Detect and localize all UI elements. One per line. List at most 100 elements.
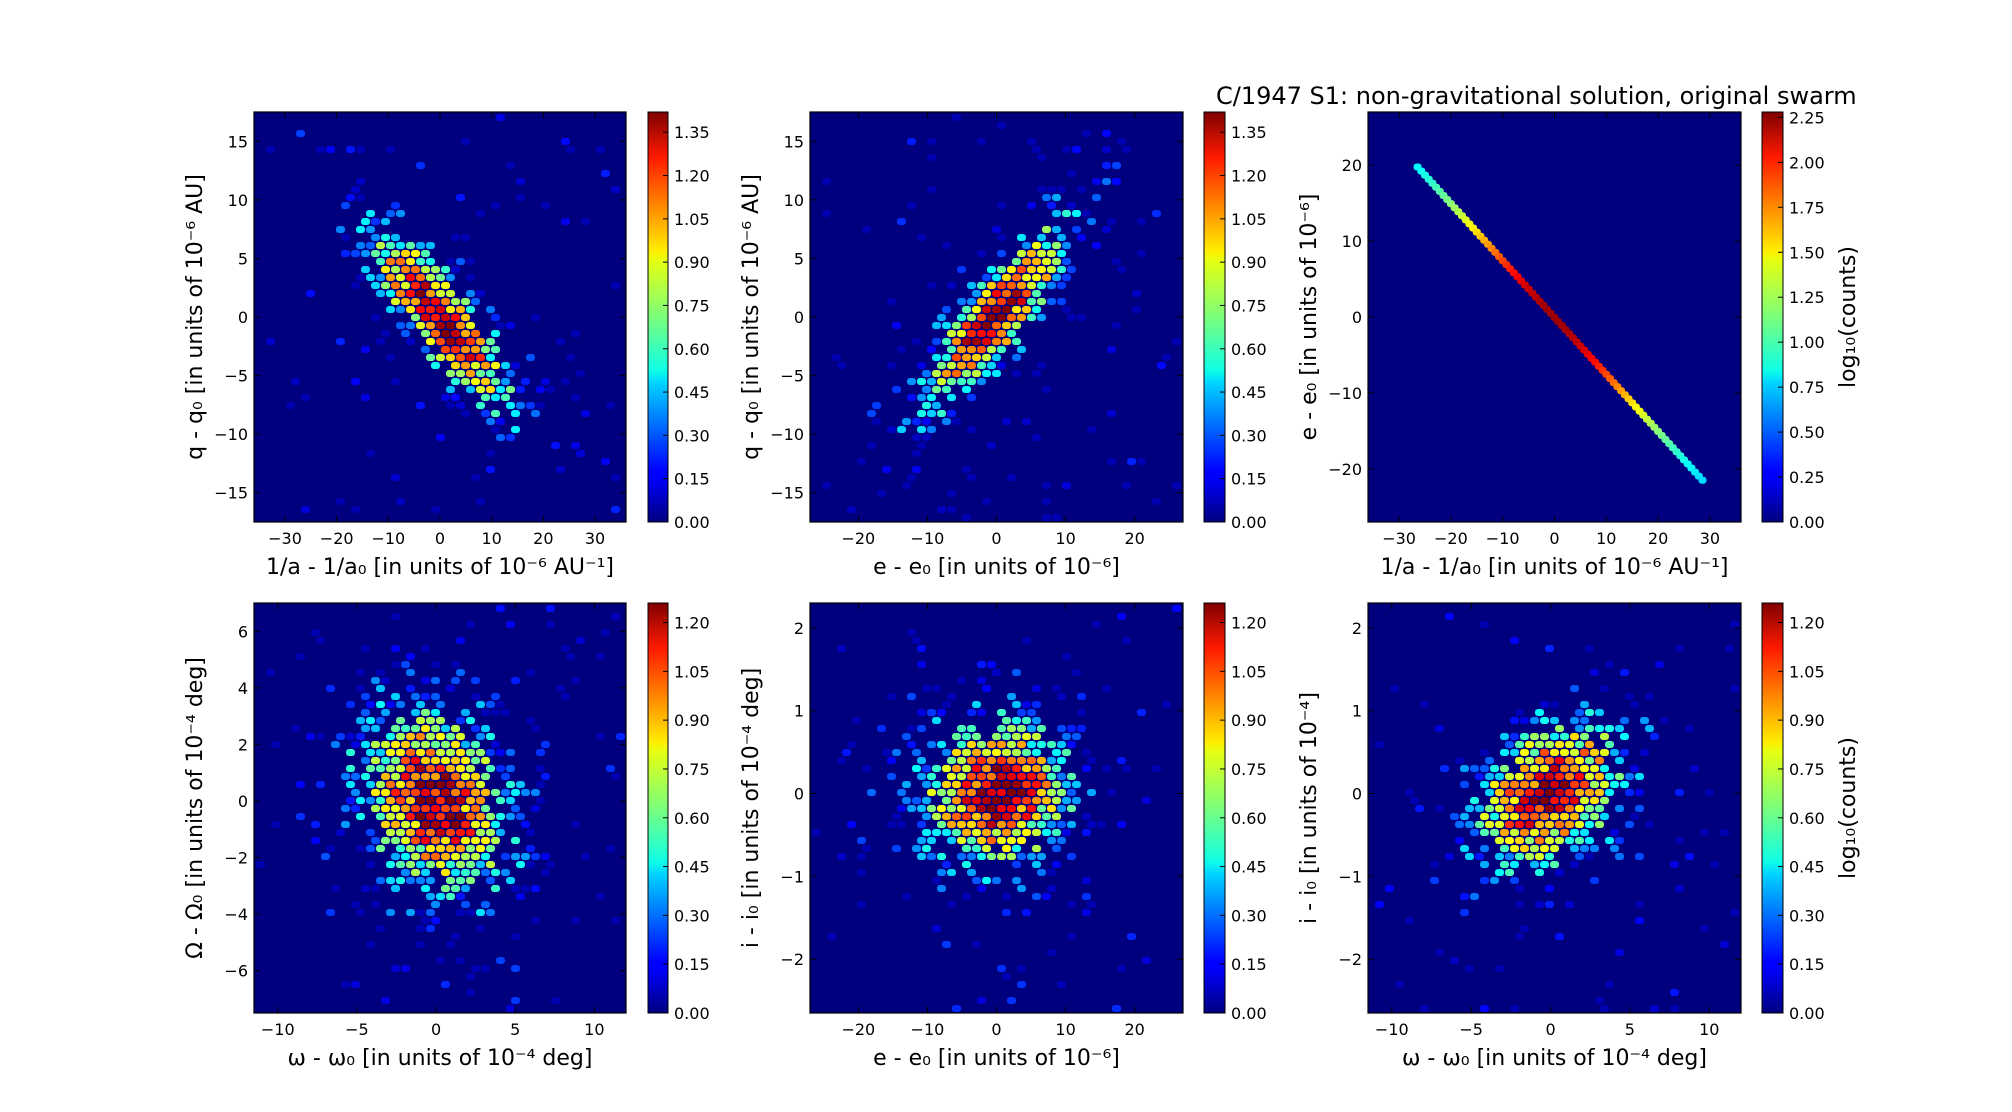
density-cell [1027, 266, 1036, 273]
density-cell [977, 677, 986, 684]
density-cell [847, 821, 856, 828]
density-cell [536, 797, 545, 804]
density-cell [396, 877, 405, 884]
density-cell [1705, 789, 1714, 796]
density-cell [566, 146, 575, 153]
density-cell [426, 797, 435, 804]
density-cell [486, 733, 495, 740]
density-cell [431, 901, 440, 908]
density-cell [516, 781, 525, 788]
density-cell [511, 837, 520, 844]
density-cell [361, 741, 370, 748]
density-cell [1540, 781, 1549, 788]
density-cell [987, 330, 996, 337]
density-cell [927, 773, 936, 780]
density-cell [346, 194, 355, 201]
density-cell [982, 829, 991, 836]
density-cell [481, 853, 490, 860]
density-cell [897, 426, 906, 433]
density-cell [536, 386, 545, 393]
density-cell [952, 829, 961, 836]
density-cell [927, 186, 936, 193]
density-cell [1037, 266, 1046, 273]
density-cell [391, 298, 400, 305]
density-cell [386, 829, 395, 836]
density-cell [256, 861, 265, 868]
density-cell [952, 1005, 961, 1012]
density-cell [361, 773, 370, 780]
density-cell [937, 506, 946, 513]
density-cell [356, 909, 365, 916]
density-cell [421, 693, 430, 700]
density-cell [531, 917, 540, 924]
density-cell [381, 997, 390, 1004]
density-cell [441, 725, 450, 732]
density-cell [922, 402, 931, 409]
density-cell [1022, 781, 1031, 788]
density-cell [1480, 877, 1489, 884]
density-cell [401, 282, 410, 289]
density-cell [962, 765, 971, 772]
density-cell [386, 797, 395, 804]
y-tick-label: 1 [794, 702, 804, 721]
density-cell [1595, 821, 1604, 828]
density-cell [416, 306, 425, 313]
density-cell [271, 741, 280, 748]
density-cell [571, 917, 580, 924]
density-cell [451, 821, 460, 828]
density-cell [441, 869, 450, 876]
density-cell [1580, 733, 1589, 740]
density-cell [1615, 837, 1624, 844]
density-cell [541, 741, 550, 748]
y-tick-label: 0 [794, 785, 804, 804]
density-cell [481, 805, 490, 812]
colorbar-tick-label: 0.75 [1231, 760, 1267, 779]
density-cell [471, 853, 480, 860]
density-cell [1007, 773, 1016, 780]
density-cell [1520, 797, 1529, 804]
density-cell [416, 925, 425, 932]
density-cell [1007, 741, 1016, 748]
density-cell [376, 274, 385, 281]
density-cell [451, 362, 460, 369]
density-cell [987, 741, 996, 748]
density-cell [486, 749, 495, 756]
density-cell [912, 845, 921, 852]
density-cell [917, 410, 926, 417]
density-cell [1555, 773, 1564, 780]
density-cell [421, 282, 430, 289]
density-cell [1017, 250, 1026, 257]
density-cell [987, 773, 996, 780]
density-cell [1087, 901, 1096, 908]
density-cell [857, 458, 866, 465]
density-cell [962, 845, 971, 852]
density-cell [1052, 845, 1061, 852]
density-cell [476, 370, 485, 377]
y-tick-label: −1 [1338, 867, 1362, 886]
density-cell [1092, 242, 1101, 249]
density-cell [446, 386, 455, 393]
density-cell [336, 498, 345, 505]
density-cell [1480, 861, 1489, 868]
density-cell [1630, 765, 1639, 772]
density-cell [606, 845, 615, 852]
density-cell [466, 829, 475, 836]
density-cell [1570, 813, 1579, 820]
density-cell [1012, 829, 1021, 836]
density-cell [857, 869, 866, 876]
density-cell [421, 314, 430, 321]
density-cell [942, 941, 951, 948]
density-cell [1465, 805, 1474, 812]
density-cell [1007, 282, 1016, 289]
density-cell [1535, 805, 1544, 812]
density-cell [531, 789, 540, 796]
density-cell [1067, 789, 1076, 796]
x-tick-label: 10 [1596, 529, 1616, 548]
density-cell [1555, 757, 1564, 764]
density-cell [486, 338, 495, 345]
density-cell [967, 853, 976, 860]
density-cell [977, 282, 986, 289]
density-cell [992, 322, 1001, 329]
density-cell [566, 653, 575, 660]
density-cell [431, 805, 440, 812]
